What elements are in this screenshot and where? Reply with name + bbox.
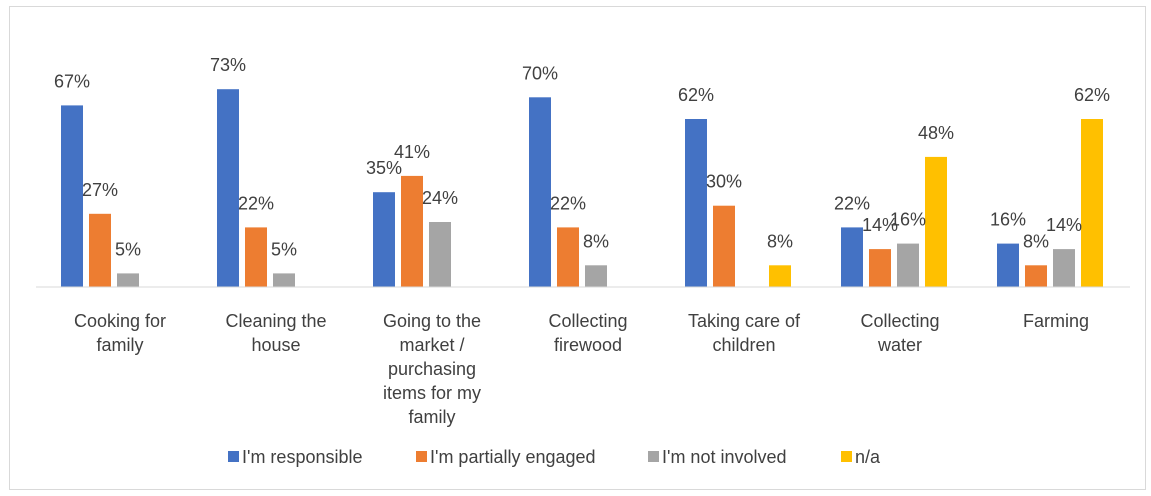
data-label-i-m-partially-engaged-3: 22% (550, 193, 586, 213)
bar-i-m-responsible-1 (217, 89, 239, 287)
bar-i-m-responsible-5 (841, 227, 863, 287)
category-label-4: Taking care of children (688, 311, 801, 355)
data-label-i-m-partially-engaged-0: 27% (82, 180, 118, 200)
bar-i-m-not-involved-2 (429, 222, 451, 287)
data-label-i-m-responsible-1: 73% (210, 55, 246, 75)
bar-i-m-partially-engaged-5 (869, 249, 891, 287)
legend-swatch-i-m-not-involved (648, 451, 659, 462)
data-label-i-m-not-involved-6: 14% (1046, 215, 1082, 235)
data-label-i-m-responsible-3: 70% (522, 63, 558, 83)
bar-i-m-partially-engaged-0 (89, 213, 111, 287)
data-label-i-m-not-involved-5: 16% (890, 210, 926, 230)
legend-label-i-m-not-involved: I'm not involved (662, 447, 787, 467)
bar-i-m-partially-engaged-2 (401, 175, 423, 287)
category-label-3: Collecting firewood (548, 311, 627, 355)
bars-layer (61, 89, 1103, 288)
bar-i-m-responsible-0 (61, 105, 83, 288)
data-label-i-m-responsible-5: 22% (834, 193, 870, 213)
legend-label-n-a: n/a (855, 447, 881, 467)
legend-label-i-m-partially-engaged: I'm partially engaged (430, 447, 596, 467)
data-label-i-m-not-involved-3: 8% (583, 231, 609, 251)
bar-n-a-6 (1081, 119, 1103, 287)
bar-n-a-4 (769, 265, 791, 287)
data-label-i-m-responsible-4: 62% (678, 85, 714, 105)
bar-n-a-5 (925, 156, 947, 287)
legend-swatch-i-m-partially-engaged (416, 451, 427, 462)
data-label-i-m-partially-engaged-2: 41% (394, 142, 430, 162)
category-label-0: Cooking for family (74, 311, 166, 355)
data-label-n-a-6: 62% (1074, 85, 1110, 105)
bar-i-m-partially-engaged-4 (713, 205, 735, 287)
category-label-1: Cleaning the house (225, 311, 326, 355)
data-label-i-m-not-involved-1: 5% (271, 239, 297, 259)
data-label-i-m-not-involved-2: 24% (422, 188, 458, 208)
data-label-i-m-partially-engaged-6: 8% (1023, 231, 1049, 251)
data-label-i-m-responsible-0: 67% (54, 71, 90, 91)
bar-i-m-responsible-2 (373, 192, 395, 287)
bar-i-m-not-involved-1 (273, 273, 295, 287)
data-labels-layer: 67% 27% 5% 73% 22% 5% 35%41% 24% 70% 22% 8% 62% 30% 8… (54, 55, 1110, 259)
data-label-i-m-partially-engaged-5: 14% (862, 215, 898, 235)
bar-i-m-partially-engaged-3 (557, 227, 579, 287)
data-label-i-m-partially-engaged-4: 30% (706, 172, 742, 192)
category-labels-layer: Cooking for family Cleaning the house Going … (74, 311, 1089, 427)
bar-i-m-responsible-3 (529, 97, 551, 287)
bar-i-m-not-involved-5 (897, 243, 919, 287)
legend-swatch-i-m-responsible (228, 451, 239, 462)
bar-i-m-not-involved-3 (585, 265, 607, 287)
legend: I'm responsible I'm partially engaged I'm … (228, 447, 881, 467)
data-label-i-m-partially-engaged-1: 22% (238, 193, 274, 213)
category-label-5: Collecting water (860, 311, 939, 355)
category-label-2: Going to the market / purchasing items for … (383, 311, 481, 427)
bar-i-m-partially-engaged-6 (1025, 265, 1047, 287)
bar-i-m-responsible-6 (997, 243, 1019, 287)
category-label-6: Farming (1023, 311, 1089, 331)
data-label-i-m-not-involved-0: 5% (115, 239, 141, 259)
bar-i-m-responsible-4 (685, 119, 707, 287)
bar-i-m-not-involved-0 (117, 273, 139, 287)
legend-swatch-n-a (841, 451, 852, 462)
legend-label-i-m-responsible: I'm responsible (242, 447, 363, 467)
bar-i-m-partially-engaged-1 (245, 227, 267, 287)
data-label-n-a-4: 8% (767, 231, 793, 251)
bar-i-m-not-involved-6 (1053, 249, 1075, 287)
data-label-n-a-5: 48% (918, 123, 954, 143)
data-label-i-m-responsible-2: 35% (366, 158, 402, 178)
data-label-i-m-responsible-6: 16% (990, 210, 1026, 230)
